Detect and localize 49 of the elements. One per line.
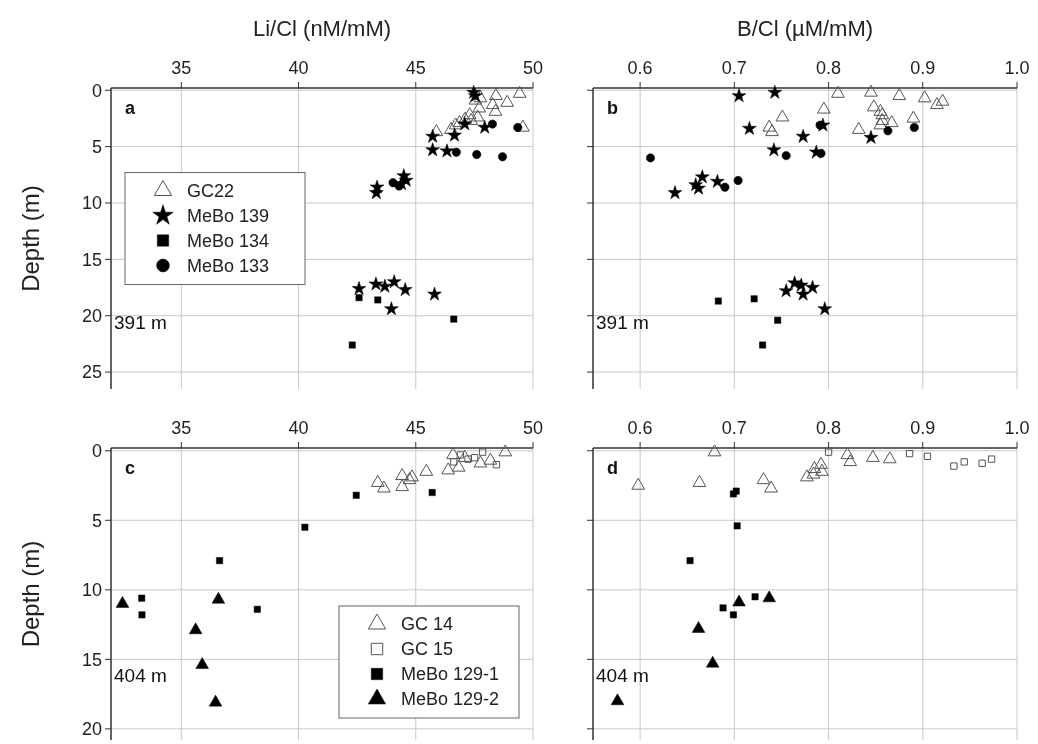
legend-label: MeBo 134 (187, 230, 270, 251)
y-tick-label: 0 (91, 80, 102, 101)
x-tick-label: 0.7 (721, 58, 747, 78)
y-axis-title: Depth (m) (17, 540, 44, 648)
y-tick-label: 20 (81, 719, 102, 740)
x-tick-label: 0.7 (721, 418, 747, 438)
y-tick-label: 15 (81, 249, 102, 270)
x-tick-label: 50 (522, 418, 544, 438)
y-tick-label: 20 (81, 306, 102, 327)
y-tick-label: 10 (81, 580, 102, 601)
annotation: 404 m (596, 664, 649, 686)
legend-label: MeBo 133 (187, 255, 270, 276)
x-tick-label: 0.9 (910, 418, 936, 438)
legend-label: GC 14 (401, 614, 454, 635)
x-tick-label: 45 (405, 58, 426, 78)
annotation: 391 m (596, 311, 649, 333)
legend-label: GC22 (187, 180, 235, 201)
y-tick-label: 15 (81, 649, 102, 670)
annotation: b (607, 98, 618, 118)
y-tick-label: 10 (81, 193, 102, 214)
x-tick-label: 1.0 (1004, 418, 1030, 438)
x-axis-title: B/Cl (µM/mM) (736, 16, 874, 41)
legend-label: MeBo 129-2 (401, 689, 500, 710)
x-tick-label: 45 (405, 418, 426, 438)
annotation: c (125, 458, 136, 478)
annotation: 404 m (114, 664, 167, 686)
x-tick-label: 35 (171, 418, 192, 438)
x-tick-label: 0.8 (816, 58, 842, 78)
x-tick-label: 0.6 (627, 418, 653, 438)
y-tick-label: 5 (91, 510, 102, 531)
x-tick-label: 35 (171, 58, 192, 78)
x-tick-label: 0.9 (910, 58, 936, 78)
x-axis-title: Li/Cl (nM/mM) (252, 16, 392, 41)
x-tick-label: 0.8 (816, 418, 842, 438)
y-tick-label: 0 (91, 441, 102, 462)
legend-label: MeBo 129-1 (401, 664, 500, 685)
legend-label: MeBo 139 (187, 205, 270, 226)
annotation: d (607, 458, 618, 478)
x-tick-label: 50 (522, 58, 544, 78)
y-tick-label: 25 (81, 362, 102, 383)
x-tick-label: 1.0 (1004, 58, 1030, 78)
x-tick-label: 0.6 (627, 58, 653, 78)
annotation: a (125, 98, 136, 118)
x-tick-label: 40 (288, 418, 309, 438)
legend-label: GC 15 (401, 639, 454, 660)
y-axis-title: Depth (m) (17, 185, 44, 292)
annotation: 391 m (114, 311, 167, 333)
y-tick-label: 5 (91, 136, 102, 157)
x-tick-label: 40 (288, 58, 309, 78)
